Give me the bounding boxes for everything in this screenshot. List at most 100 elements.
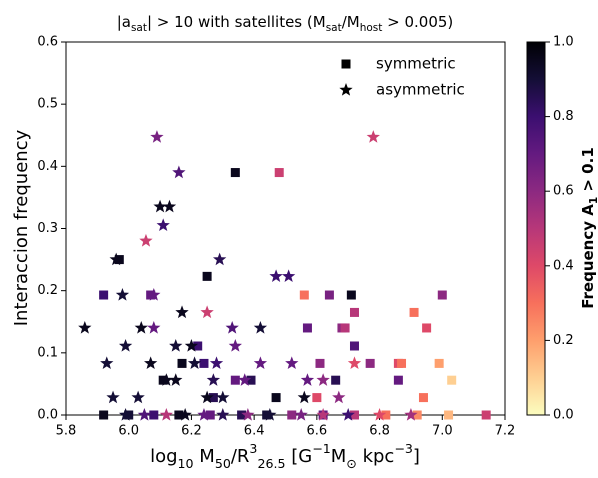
point: [118, 339, 133, 352]
point: [174, 410, 184, 420]
point: [349, 410, 359, 420]
point: [169, 373, 183, 386]
point: [172, 165, 186, 179]
text-run: |a: [117, 13, 131, 31]
text-run: ]: [413, 446, 420, 467]
point: [347, 356, 362, 370]
point: [418, 393, 428, 403]
point: [238, 373, 252, 386]
point: [228, 339, 242, 352]
x-tick-label: 6.6: [307, 424, 328, 439]
point: [315, 358, 325, 368]
colorbar: [526, 41, 546, 416]
point: [150, 130, 164, 143]
legend-label: asymmetric: [376, 81, 465, 99]
point: [230, 375, 240, 385]
point: [216, 408, 230, 421]
x-axis-label: log10 M50/R326.5 [G−1M⊙ kpc−3]: [150, 441, 420, 471]
point: [106, 390, 120, 404]
point: [349, 341, 359, 351]
point: [237, 410, 247, 420]
colorbar-tick-label: 1.0: [553, 35, 574, 50]
point: [147, 288, 161, 301]
point: [331, 375, 341, 385]
point: [365, 358, 375, 368]
text-run: 26.5: [257, 456, 285, 471]
point: [346, 290, 356, 300]
point: [397, 358, 407, 368]
point: [205, 410, 215, 420]
point: [434, 358, 444, 368]
point: [263, 408, 277, 421]
text-run: −3: [394, 441, 413, 456]
text-run: 50: [215, 456, 231, 471]
point: [281, 269, 296, 283]
point: [437, 290, 447, 300]
text-run: kpc: [357, 446, 394, 467]
text-run: 1: [588, 197, 598, 204]
colorbar-tick-label: 0.4: [553, 258, 574, 273]
point: [372, 408, 387, 421]
point: [187, 356, 202, 370]
text-run: 3: [249, 441, 257, 456]
point: [230, 168, 240, 178]
point: [481, 410, 491, 420]
point: [216, 390, 230, 404]
point: [184, 339, 199, 352]
point: [332, 390, 346, 404]
point: [199, 358, 209, 368]
point: [159, 408, 173, 421]
point: [271, 393, 281, 403]
point: [409, 307, 419, 317]
point: [274, 168, 284, 178]
text-run: ⊙: [346, 456, 357, 471]
x-tick-label: 7.2: [495, 424, 516, 439]
point: [253, 356, 268, 370]
point: [149, 410, 159, 420]
point: [208, 393, 218, 403]
text-run: 10: [178, 456, 194, 471]
point: [312, 393, 322, 403]
point: [193, 341, 203, 351]
point: [144, 356, 158, 370]
y-tick-label: 0.0: [37, 408, 58, 423]
text-run: M: [194, 446, 215, 467]
y-tick-label: 0.6: [37, 35, 58, 50]
legend-marker: [339, 83, 353, 96]
point: [115, 288, 130, 301]
x-tick-label: 7.0: [432, 424, 453, 439]
text-run: Frequency A: [579, 204, 597, 309]
point: [366, 130, 380, 143]
point: [287, 410, 297, 420]
point: [178, 408, 192, 421]
point: [206, 373, 221, 386]
x-tick-label: 6.0: [118, 424, 139, 439]
text-run: > 0.005): [382, 13, 453, 31]
colorbar-tick-label: 0.0: [553, 408, 574, 423]
x-tick-label: 6.2: [181, 424, 202, 439]
point: [316, 408, 330, 421]
point: [200, 305, 214, 319]
point: [225, 320, 239, 334]
text-run: sat: [326, 22, 342, 34]
point: [109, 252, 123, 266]
x-tick-label: 5.8: [56, 424, 77, 439]
point: [447, 375, 457, 385]
text-run: −1: [312, 441, 331, 456]
point: [241, 408, 255, 421]
point: [153, 199, 167, 213]
point: [269, 269, 283, 283]
text-run: sat: [131, 22, 147, 34]
point: [393, 375, 403, 385]
point: [381, 410, 391, 420]
colorbar-label: Frequency A1 > 0.1: [579, 147, 598, 309]
colorbar-tick-label: 0.2: [553, 333, 574, 348]
text-run: > 0.1: [579, 147, 597, 197]
point: [134, 320, 148, 334]
point: [147, 320, 161, 334]
text-run: [G: [285, 446, 312, 467]
y-tick-label: 0.4: [37, 159, 58, 174]
point: [175, 305, 189, 319]
legend-label: symmetric: [376, 55, 456, 73]
